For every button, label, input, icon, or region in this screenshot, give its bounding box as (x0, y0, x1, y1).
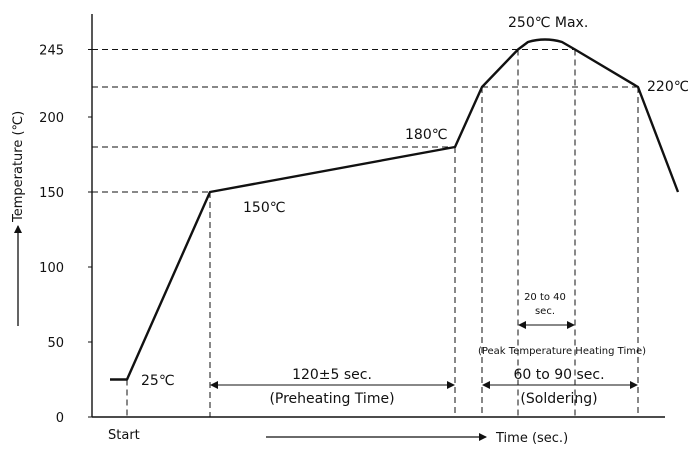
preheat-duration-label: 120±5 sec. (292, 367, 372, 383)
preheat-end-temp-label: 180℃ (405, 127, 447, 143)
solder-temp-label: 220℃ (647, 79, 688, 95)
y-tick-label-50: 50 (47, 336, 64, 351)
peak-time-label: (Peak Temperature Heating Time) (478, 346, 646, 357)
temperature-profile-line (110, 38, 680, 381)
y-axis-label: Temperature (℃) (11, 111, 26, 223)
solder-duration-label: 60 to 90 sec. (513, 367, 604, 383)
y-tick-label-150: 150 (39, 186, 64, 201)
y-tick-label-100: 100 (39, 261, 64, 276)
x-start-label: Start (108, 428, 140, 443)
y-ticks: 0 50 100 150 200 245 (39, 44, 92, 426)
preheat-start-temp-label: 150℃ (243, 200, 285, 216)
reference-lines (92, 49, 639, 417)
solder-time-label: (Soldering) (520, 391, 597, 407)
preheat-time-label: (Preheating Time) (269, 391, 394, 407)
axes (91, 14, 665, 418)
y-tick-label-200: 200 (39, 111, 64, 126)
start-temp-label: 25℃ (141, 373, 175, 389)
x-axis-label: Time (sec.) (495, 431, 568, 446)
duration-arrows (210, 321, 638, 389)
y-tick-label-0: 0 (56, 411, 64, 426)
series (109, 38, 680, 381)
peak-duration-line2: sec. (535, 306, 555, 317)
y-tick-label-245: 245 (39, 44, 64, 59)
peak-duration-line1: 20 to 40 (524, 292, 566, 303)
peak-label: 250℃ Max. (508, 15, 588, 31)
